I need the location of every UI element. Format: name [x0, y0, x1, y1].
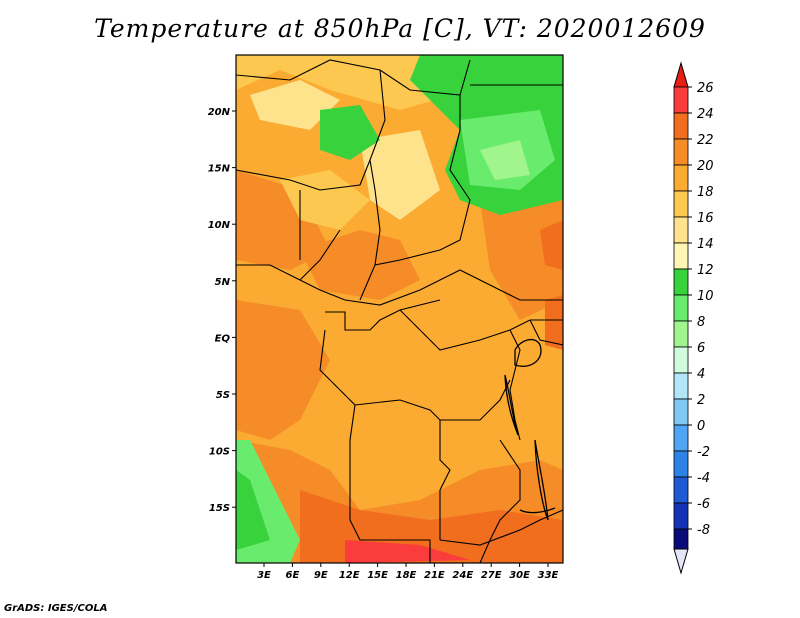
temperature-field [236, 55, 563, 563]
colorbar-label: 6 [697, 341, 705, 356]
colorbar-swatch [673, 268, 689, 296]
colorbar-label: 10 [697, 289, 714, 304]
colorbar-swatch [673, 398, 689, 426]
colorbar-label: 4 [697, 367, 705, 382]
lon-tick-label: 21E [424, 570, 445, 581]
lon-tick-label: 33E [538, 570, 559, 581]
colorbar-swatch [673, 476, 689, 504]
colorbar-label: 0 [697, 419, 705, 434]
colorbar-swatch [673, 450, 689, 478]
map-frame [235, 54, 564, 564]
colorbar-swatch [673, 294, 689, 322]
colorbar-swatch [673, 502, 689, 530]
colorbar-label: 14 [697, 237, 714, 252]
lon-tick-label: 24E [452, 570, 473, 581]
colorbar-bottom-arrow [673, 548, 689, 575]
lon-tick-label: 12E [339, 570, 360, 581]
lat-tick-label: EQ [215, 333, 231, 344]
lon-tick-label: 3E [257, 570, 271, 581]
lat-tick-label: 15S [209, 503, 230, 514]
colorbar-swatch [673, 86, 689, 114]
colorbar-swatch [673, 216, 689, 244]
colorbar-label: 8 [697, 315, 705, 330]
colorbar-label: 24 [697, 107, 714, 122]
colorbar-label: -2 [697, 445, 710, 460]
colorbar-swatch [673, 242, 689, 270]
latitude-axis: 20N 15N 10N 5N EQ 5S 10S 15S [208, 107, 236, 514]
colorbar-label: 18 [697, 185, 714, 200]
colorbar-swatch [673, 112, 689, 140]
lon-tick-label: 15E [367, 570, 388, 581]
lon-tick-label: 27E [481, 570, 502, 581]
colorbar-swatch [673, 164, 689, 192]
colorbar-label: 20 [697, 159, 714, 174]
colorbar-top-arrow [673, 61, 689, 88]
lat-tick-label: 15N [208, 164, 231, 175]
lon-tick-label: 18E [396, 570, 417, 581]
colorbar-label: 2 [697, 393, 705, 408]
colorbar-label: 22 [697, 133, 714, 148]
lon-tick-label: 9E [314, 570, 328, 581]
colorbar-swatch [673, 528, 689, 550]
colorbar-label: 16 [697, 211, 714, 226]
lakes [504, 338, 556, 521]
plot-title: Temperature at 850hPa [C], VT: 202001260… [94, 14, 706, 43]
colorbar-swatch [673, 372, 689, 400]
colorbar-label: 12 [697, 263, 714, 278]
colorbar-label: -8 [697, 523, 710, 538]
colorbar-swatch [673, 320, 689, 348]
longitude-axis: 3E 6E 9E 12E 15E 18E 21E 24E 27E 30E 33E [257, 563, 559, 581]
lat-tick-label: 10S [209, 447, 230, 458]
colorbar-label: -6 [697, 497, 710, 512]
colorbar-label: 26 [697, 81, 714, 96]
colorbar-swatch [673, 424, 689, 452]
lat-tick-label: 20N [208, 107, 231, 118]
lon-tick-label: 6E [286, 570, 300, 581]
lat-tick-label: 10N [208, 220, 231, 231]
lat-tick-label: 5S [216, 390, 230, 401]
colorbar-swatch [673, 346, 689, 374]
colorbar-swatch [673, 190, 689, 218]
colorbar-label: -4 [697, 471, 710, 486]
lon-tick-label: 30E [509, 570, 530, 581]
colorbar-swatch [673, 138, 689, 166]
lat-tick-label: 5N [215, 277, 231, 288]
credit-label: GrADS: IGES/COLA [4, 603, 108, 614]
